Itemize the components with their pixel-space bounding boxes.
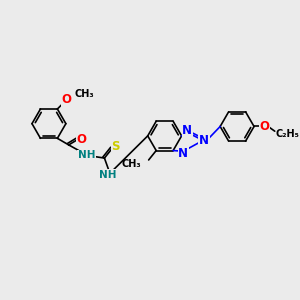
Text: O: O (77, 133, 87, 146)
Text: S: S (112, 140, 120, 153)
Text: N: N (199, 134, 209, 147)
Text: C₂H₅: C₂H₅ (276, 129, 300, 139)
Text: NH: NH (100, 170, 117, 180)
Text: O: O (260, 120, 269, 133)
Text: N: N (182, 124, 192, 137)
Text: CH₃: CH₃ (122, 159, 141, 169)
Text: NH: NH (78, 150, 95, 160)
Text: CH₃: CH₃ (74, 89, 94, 99)
Text: O: O (62, 93, 72, 106)
Text: N: N (178, 147, 188, 160)
